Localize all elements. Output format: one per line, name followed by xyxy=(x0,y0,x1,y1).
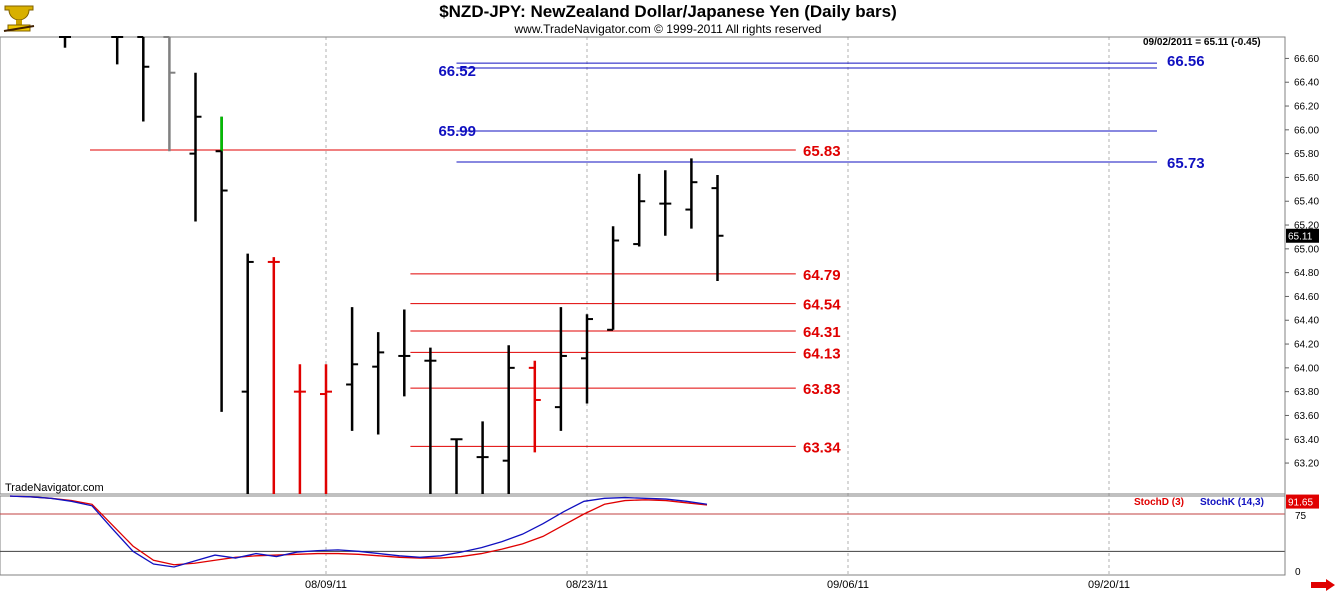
level-label: 64.79 xyxy=(803,267,841,284)
ohlc-bar xyxy=(372,332,385,435)
price-pane-border xyxy=(0,36,1286,495)
y-tick-label: 65.80 xyxy=(1294,149,1319,160)
stochastic-pane xyxy=(0,495,1286,576)
ohlc-bar xyxy=(267,257,280,494)
ohlc-bar xyxy=(685,158,698,229)
watermark-label: TradeNavigator.com xyxy=(5,482,104,494)
y-tick-label: 63.20 xyxy=(1294,459,1319,470)
ohlc-bar xyxy=(111,36,124,65)
stoch-y-tick-label: 0 xyxy=(1295,567,1301,578)
trophy-icon xyxy=(3,5,35,32)
y-tick-label: 64.00 xyxy=(1294,363,1319,374)
level-label: 66.52 xyxy=(438,63,476,80)
ohlc-bar xyxy=(424,347,437,494)
stoch-series-line xyxy=(9,495,708,568)
ohlc-bar xyxy=(59,36,71,48)
ohlc-bar xyxy=(711,175,724,281)
ohlc-bar xyxy=(293,364,306,494)
x-tick-label: 09/06/11 xyxy=(827,579,869,591)
y-tick-label: 65.60 xyxy=(1294,173,1319,184)
price-axis: 08/09/11 08/23/11 09/06/11 09/20/11 63.20 63.… xyxy=(305,37,1319,591)
ohlc-bar xyxy=(163,36,176,152)
ohlc-bar xyxy=(633,173,646,247)
stoch-d-legend: StochD (3) xyxy=(1134,497,1184,508)
last-price-tag xyxy=(1286,228,1319,243)
ohlc-bar xyxy=(581,314,593,404)
y-tick-label: 64.40 xyxy=(1294,316,1319,327)
stoch-value-tag xyxy=(1286,494,1319,509)
stoch-value-tag-label: 91.65 xyxy=(1288,498,1313,509)
stoch-series-line xyxy=(9,495,708,566)
y-tick-label: 66.20 xyxy=(1294,102,1319,113)
y-tick-label: 64.60 xyxy=(1294,292,1319,303)
level-label: 65.99 xyxy=(438,123,476,140)
scroll-right-arrow-icon[interactable] xyxy=(1310,578,1336,592)
last-price-tag-label: 65.11 xyxy=(1288,232,1313,243)
level-label: 64.54 xyxy=(803,297,841,314)
stoch-y-tick-label: 75 xyxy=(1295,511,1307,522)
level-label: 64.13 xyxy=(803,345,841,362)
ohlc-bar xyxy=(398,309,411,397)
y-tick-label: 63.80 xyxy=(1294,387,1319,398)
ohlc-bar xyxy=(241,253,254,494)
ohlc-bar xyxy=(659,170,672,236)
ohlc-bar xyxy=(137,36,150,122)
level-label: 65.83 xyxy=(803,143,841,160)
ohlc-bar xyxy=(476,421,489,494)
y-tick-label: 64.80 xyxy=(1294,268,1319,279)
level-label: 63.34 xyxy=(803,439,841,456)
ohlc-bar xyxy=(450,438,463,494)
level-label: 65.73 xyxy=(1167,155,1205,172)
y-tick-label: 65.40 xyxy=(1294,197,1319,208)
last-price-stamp: 09/02/2011 = 65.11 (-0.45) xyxy=(1143,37,1261,48)
ohlc-bar xyxy=(346,307,359,431)
level-label: 64.31 xyxy=(803,324,841,341)
y-tick-label: 66.00 xyxy=(1294,125,1319,136)
y-tick-label: 65.20 xyxy=(1294,221,1319,232)
ohlc-bar xyxy=(607,226,620,331)
price-pane: 65.83 64.79 64.54 64.31 64.13 63.83 63.34 66.52… xyxy=(0,36,1286,495)
x-tick-label: 08/23/11 xyxy=(566,579,608,591)
y-tick-label: 66.60 xyxy=(1294,54,1319,65)
y-tick-label: 63.40 xyxy=(1294,435,1319,446)
x-tick-label: 09/20/11 xyxy=(1088,579,1130,591)
x-tick-label: 08/09/11 xyxy=(305,579,347,591)
level-label: 63.83 xyxy=(803,381,841,398)
y-tick-label: 65.00 xyxy=(1294,244,1319,255)
y-tick-label: 66.40 xyxy=(1294,78,1319,89)
copyright-line: www.TradeNavigator.com © 1999-2011 All r… xyxy=(514,22,822,36)
ohlc-bar xyxy=(320,364,332,494)
ohlc-bar xyxy=(189,72,202,222)
ohlc-bar xyxy=(528,360,541,453)
ohlc-bar xyxy=(502,345,515,494)
y-tick-label: 63.60 xyxy=(1294,411,1319,422)
y-tick-label: 64.20 xyxy=(1294,340,1319,351)
chart-title: $NZD-JPY: NewZealand Dollar/Japanese Yen… xyxy=(439,2,897,21)
stoch-k-legend: StochK (14,3) xyxy=(1200,497,1264,508)
level-label: 66.56 xyxy=(1167,53,1205,70)
ohlc-bar xyxy=(554,307,567,431)
ohlc-bar xyxy=(215,116,228,412)
